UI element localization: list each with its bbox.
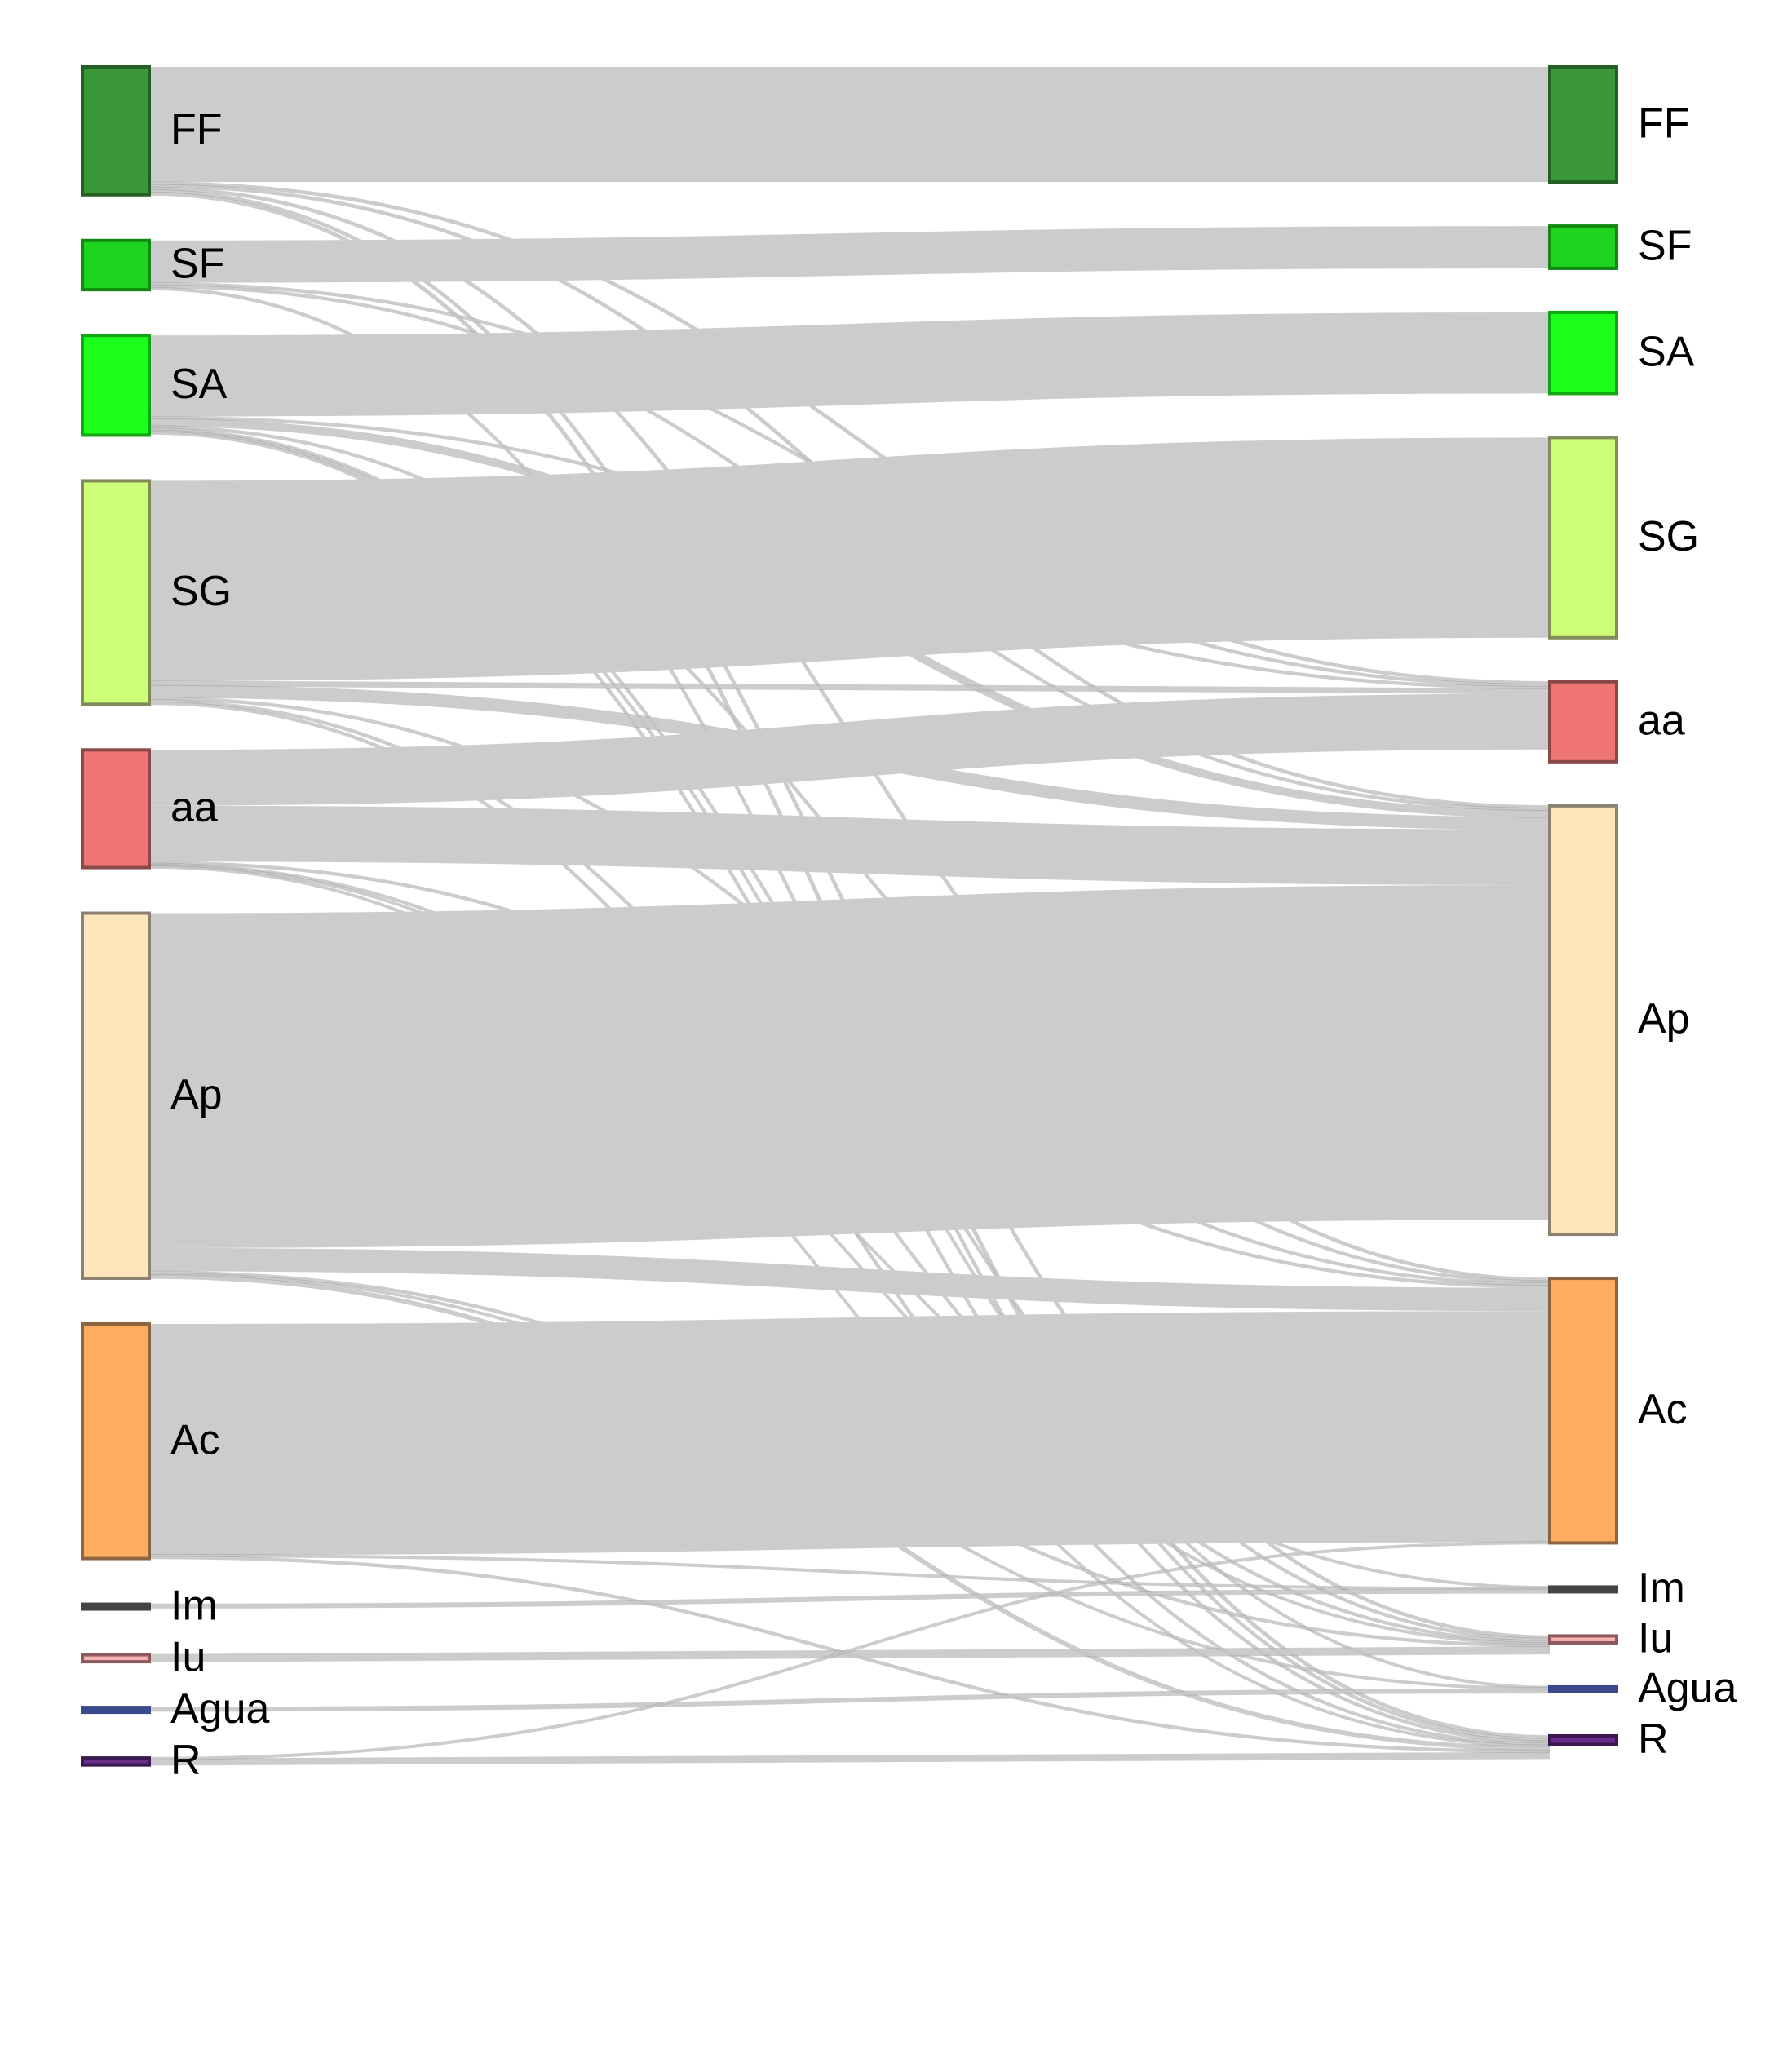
node-right-sg	[1548, 436, 1618, 640]
node-label-left-aa: aa	[170, 784, 218, 831]
node-left-ac	[81, 1321, 151, 1561]
link-ac-to-im	[148, 1554, 1551, 1590]
node-left-ff	[81, 65, 151, 197]
link-aa-to-aa	[148, 693, 1551, 806]
node-label-right-ff: FF	[1638, 100, 1690, 147]
node-label-left-ac: Ac	[170, 1416, 220, 1463]
link-sf-to-sf	[148, 226, 1551, 283]
node-left-sg	[81, 479, 151, 706]
link-iu-to-iu	[148, 1646, 1551, 1662]
link-sg-to-sg	[148, 437, 1551, 681]
node-left-ap	[81, 911, 151, 1280]
node-label-right-sg: SG	[1638, 513, 1699, 560]
node-label-left-agua: Agua	[170, 1685, 270, 1733]
node-left-aa	[81, 748, 151, 870]
link-aa-to-ap	[148, 805, 1551, 886]
node-label-right-iu: Iu	[1638, 1614, 1673, 1662]
node-right-r	[1548, 1733, 1618, 1746]
link-ac-to-ac	[148, 1311, 1551, 1556]
node-left-sf	[81, 238, 151, 292]
node-left-iu	[81, 1653, 151, 1664]
node-right-im	[1548, 1585, 1618, 1594]
node-label-right-r: R	[1638, 1715, 1669, 1763]
sankey-nodes	[81, 65, 1618, 1767]
sankey-links	[148, 67, 1551, 1766]
node-right-sf	[1548, 224, 1618, 270]
link-ap-to-ac	[148, 1247, 1551, 1312]
node-right-agua	[1548, 1684, 1618, 1693]
node-left-agua	[81, 1706, 151, 1715]
node-label-left-im: Im	[170, 1582, 218, 1629]
link-ff-to-aa	[148, 182, 1551, 684]
node-right-iu	[1548, 1634, 1618, 1645]
node-right-ap	[1548, 804, 1618, 1237]
node-label-right-im: Im	[1638, 1565, 1685, 1612]
link-ap-to-ap	[148, 885, 1551, 1248]
node-label-right-sa: SA	[1638, 328, 1695, 375]
link-sg-to-aa	[148, 680, 1551, 694]
node-label-right-ac: Ac	[1638, 1386, 1688, 1433]
link-im-to-im	[148, 1589, 1551, 1609]
node-left-sa	[81, 334, 151, 437]
link-r-to-r	[148, 1752, 1551, 1765]
node-label-right-agua: Agua	[1638, 1665, 1737, 1712]
node-label-left-sg: SG	[170, 568, 232, 615]
node-label-left-sa: SA	[170, 361, 228, 408]
link-r-to-ac	[148, 1542, 1551, 1760]
node-right-aa	[1548, 680, 1618, 764]
node-label-left-ff: FF	[170, 106, 223, 153]
node-label-right-sf: SF	[1638, 223, 1692, 270]
node-right-ac	[1548, 1277, 1618, 1545]
node-label-left-sf: SF	[170, 241, 224, 288]
node-right-sa	[1548, 310, 1618, 396]
link-agua-to-agua	[148, 1689, 1551, 1711]
node-label-left-iu: Iu	[170, 1634, 206, 1681]
node-left-r	[81, 1756, 151, 1767]
node-right-ff	[1548, 65, 1618, 184]
node-label-left-ap: Ap	[170, 1071, 223, 1118]
node-label-left-r: R	[170, 1737, 201, 1784]
node-left-im	[81, 1602, 151, 1611]
link-sa-to-sa	[148, 312, 1551, 417]
node-label-right-ap: Ap	[1638, 995, 1690, 1043]
node-label-right-aa: aa	[1638, 697, 1685, 745]
